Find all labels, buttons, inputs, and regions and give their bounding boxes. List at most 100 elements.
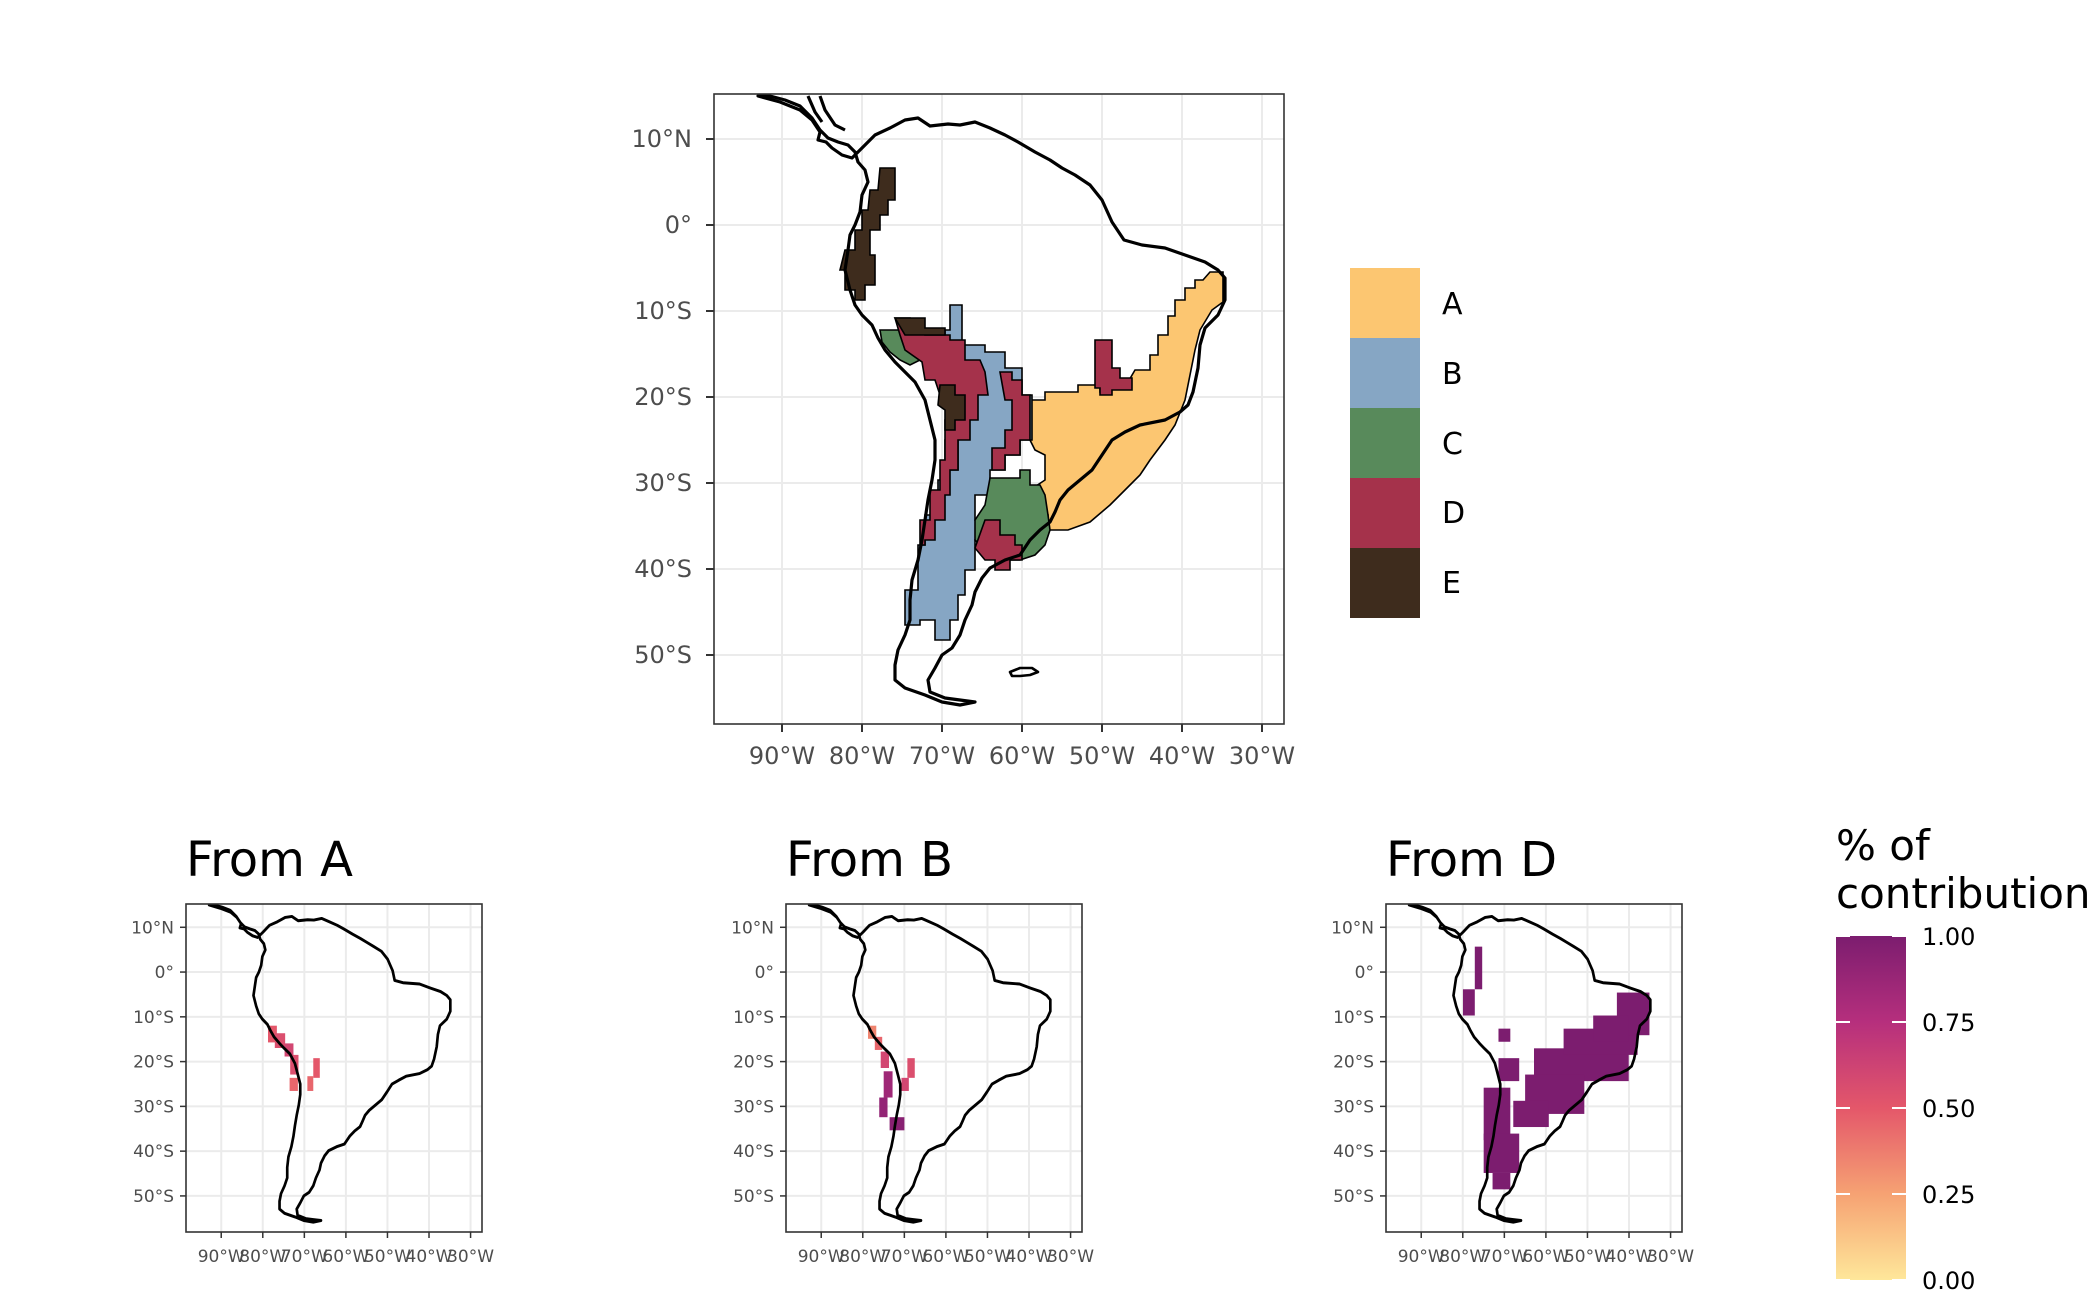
contribution-cell [1462,989,1475,1016]
colorbar-tick-025: 0.25 [1922,1181,1975,1209]
panel-y-tick: 20°S [733,1053,774,1073]
contribution-cell [289,1077,298,1091]
panel-1: From A 10°N 90°W 0° 80°W 10°S 70°W 20°S 60°W 30°S… [131,832,494,1267]
legend-label-d: D [1442,496,1465,531]
contribution-cell [313,1058,320,1078]
panel-x-tick: 30°W [1647,1247,1694,1267]
legend-key-e [1350,548,1420,618]
panel-bg [186,904,482,1232]
main-x-tick-0: 90°W [749,742,815,770]
contribution-cell [284,1043,294,1057]
panel-y-tick: 10°S [133,1008,174,1028]
panel-x-tick: 40°W [406,1247,453,1267]
legend-key-c [1350,408,1420,478]
panel-border [185,903,483,1233]
panel-coastline [1407,903,1652,1224]
main-map-border [713,93,1285,725]
main-map-x-axis [781,724,1263,732]
colorbar-tick-050: 0.50 [1922,1095,1975,1123]
panel-x-tick: 50°W [1564,1247,1611,1267]
main-x-tick-5: 40°W [1149,742,1215,770]
panel-3: From D 10°N 90°W 0° 80°W 10°S 70°W 20°S 60°W 30°S… [1331,832,1694,1267]
panel-x-tick: 50°W [364,1247,411,1267]
panel-x-tick: 40°W [1606,1247,1653,1267]
panel-y-tick: 50°S [133,1187,174,1207]
panel-2: From B 10°N 90°W 0° 80°W 10°S 70°W 20°S 60°W 30°S… [731,832,1094,1267]
region-d-east [991,371,1031,471]
panel-border [785,903,1083,1233]
contribution-cell [901,1077,909,1091]
panel-y-tick: 10°N [131,918,174,938]
main-x-tick-6: 30°W [1229,742,1295,770]
legend-label-c: C [1442,427,1463,462]
legend-key-b [1350,338,1420,408]
main-x-tick-1: 80°W [829,742,895,770]
panel-y-tick: 10°N [731,918,774,938]
legend-key-a [1350,268,1420,338]
panel-x-tick: 70°W [1481,1247,1528,1267]
panel-x-tick: 80°W [1439,1247,1486,1267]
main-y-tick-0: 10°N [632,125,693,153]
panel-x-tick: 30°W [447,1247,494,1267]
panel-coastline [207,903,452,1224]
main-y-tick-6: 50°S [634,641,692,669]
region-e-peru [893,317,946,336]
panel-x-tick: 80°W [239,1247,286,1267]
panel-y-tick: 0° [1355,963,1374,983]
legend-key-d [1350,478,1420,548]
panel-x-tick: 60°W [322,1247,369,1267]
panel-border [1385,903,1683,1233]
panel-y-tick: 40°S [1333,1142,1374,1162]
colorbar-title-line2: contribution [1836,869,2091,918]
contribution-cell [883,1071,893,1098]
panel-x-tick: 40°W [1006,1247,1053,1267]
panel-title: From D [1386,832,1557,888]
panel-y-tick: 20°S [133,1053,174,1073]
legend-label-e: E [1442,566,1461,601]
contribution-panels: From A 10°N 90°W 0° 80°W 10°S 70°W 20°S 60°W 30°S… [131,832,1694,1267]
colorbar-tick-075: 0.75 [1922,1009,1975,1037]
panel-x-tick: 60°W [1522,1247,1569,1267]
main-y-tick-2: 10°S [634,297,692,325]
region-d-brazil [1094,339,1133,396]
contribution-cell [1492,1172,1511,1190]
panel-y-tick: 10°N [1331,918,1374,938]
panel-x-tick: 90°W [798,1247,845,1267]
panel-x-tick: 90°W [198,1247,245,1267]
panel-y-tick: 0° [155,963,174,983]
panel-bg [786,904,1082,1232]
contribution-cell [889,1117,905,1131]
contribution-cell [907,1058,915,1078]
contribution-cell [1498,1058,1520,1082]
contribution-cell [307,1076,314,1091]
legend-label-a: A [1442,287,1463,322]
contribution-cell [1593,1015,1629,1042]
main-y-tick-4: 30°S [634,469,692,497]
legend-label-b: B [1442,357,1463,392]
main-x-tick-2: 70°W [909,742,975,770]
panel-y-tick: 20°S [1333,1053,1374,1073]
contribution-cell [880,1051,890,1068]
main-y-tick-1: 0° [665,211,692,239]
main-x-tick-3: 60°W [989,742,1055,770]
panel-x-tick: 50°W [964,1247,1011,1267]
panel-x-tick: 30°W [1047,1247,1094,1267]
panel-y-tick: 40°S [733,1142,774,1162]
panel-y-tick: 30°S [733,1097,774,1117]
panel-y-tick: 10°S [733,1008,774,1028]
region-legend: A B C D E [1350,268,1465,618]
contribution-colorbar: % of contribution 1.00 0.75 0.50 0.25 0.… [1836,821,2091,1295]
main-x-tick-4: 50°W [1069,742,1135,770]
panel-x-tick: 90°W [1398,1247,1445,1267]
colorbar-tick-100: 1.00 [1922,923,1975,951]
panel-title: From B [786,832,953,888]
region-e-bolivia [937,384,966,431]
panel-y-tick: 10°S [1333,1008,1374,1028]
main-map: 10°N 0° 10°S 20°S 30°S 40°S 50°S 90°W 80… [632,93,1295,770]
panel-x-tick: 80°W [839,1247,886,1267]
contribution-cell [879,1097,888,1118]
colorbar-tick-000: 0.00 [1922,1267,1975,1295]
panel-x-tick: 60°W [922,1247,969,1267]
main-map-coastline [756,94,1227,707]
